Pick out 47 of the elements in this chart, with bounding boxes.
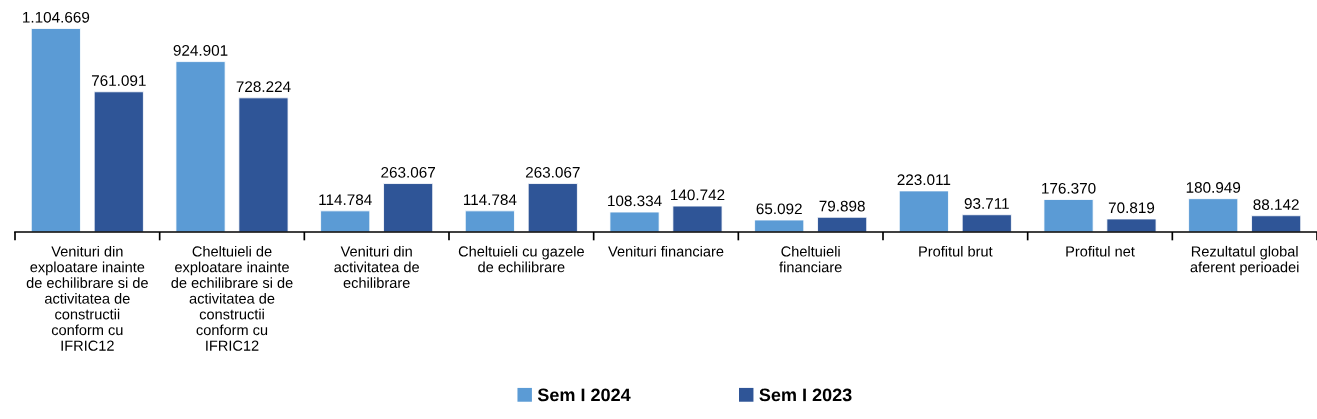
x-tick-label: Cheltuieli de exploatare inainte de echilibrare si de activitatea de constructii conform cu IFRIC12 — [171, 245, 293, 351]
data-label: 176.370 — [1042, 182, 1096, 194]
data-label: 728.224 — [236, 81, 291, 93]
x-tick-label: Venituri din activitatea de echilibrare — [334, 245, 419, 289]
x-tick-label: Profitul net — [1066, 245, 1135, 257]
bar — [320, 210, 371, 232]
data-label: 114.784 — [463, 194, 517, 206]
bar — [93, 91, 144, 232]
data-label: 761.091 — [91, 75, 146, 86]
data-label: 140.742 — [671, 189, 725, 201]
x-tick-label: Cheltuieli cu gazele de echilibrare — [458, 245, 584, 273]
data-label: 924.901 — [173, 44, 228, 56]
data-label: 108.334 — [608, 195, 662, 207]
x-tick-label: Venituri din exploatare inainte de echilibrare si de activitatea de constructii conform cu IFRIC12 — [26, 245, 148, 351]
legend-label: Sem I 2024 — [537, 388, 631, 402]
x-tick-label: Profitul brut — [919, 245, 993, 257]
data-label: 88.142 — [1253, 199, 1299, 210]
data-label: 223.011 — [897, 174, 951, 186]
bar — [817, 216, 868, 232]
bar — [672, 205, 723, 232]
bar — [754, 219, 805, 232]
x-tick-label: Rezultatul global aferent perioadei — [1190, 245, 1299, 276]
bar — [1188, 198, 1239, 232]
bar — [1251, 215, 1302, 232]
bar — [383, 183, 434, 232]
x-tick-label: Venituri financiare — [608, 245, 724, 257]
data-label: 70.819 — [1108, 202, 1155, 214]
data-label: 263.067 — [525, 166, 580, 178]
data-label: 1.104.669 — [23, 11, 90, 23]
bar — [609, 211, 660, 232]
bar — [898, 190, 949, 232]
data-label: 180.949 — [1186, 182, 1241, 193]
bar — [961, 214, 1012, 232]
bar — [30, 28, 81, 232]
bar — [175, 61, 226, 232]
data-label: 114.784 — [319, 194, 372, 206]
bar — [238, 97, 289, 232]
data-label: 93.711 — [964, 198, 1009, 209]
x-tick-label: Cheltuieli financiare — [779, 245, 842, 273]
data-label: 79.898 — [819, 200, 865, 212]
legend-label: Sem I 2023 — [759, 388, 852, 402]
data-label: 65.092 — [756, 203, 802, 215]
bar — [527, 183, 578, 232]
bar — [464, 210, 515, 232]
bar — [1106, 218, 1157, 232]
bar — [1043, 199, 1094, 232]
data-label: 263.067 — [381, 166, 435, 178]
